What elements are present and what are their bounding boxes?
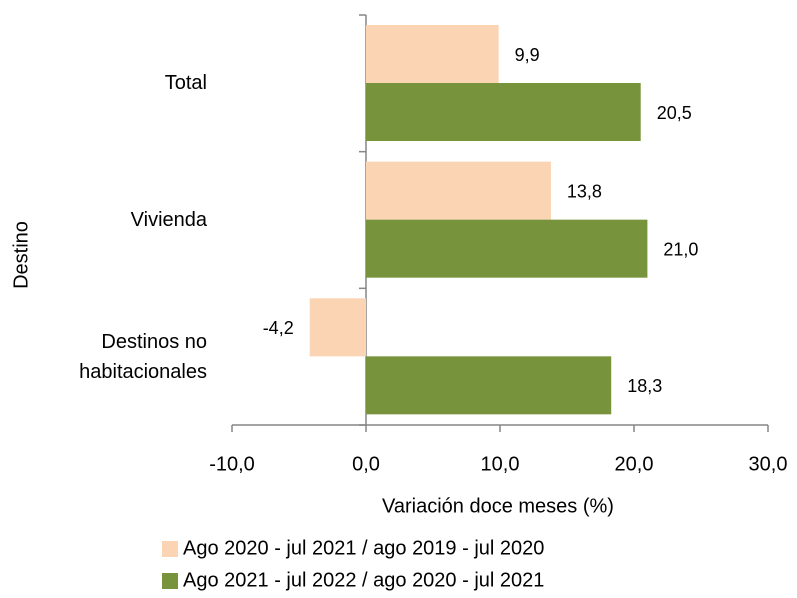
bar	[366, 25, 499, 83]
legend-swatch	[162, 541, 178, 557]
bar	[366, 161, 551, 220]
value-label: 18,3	[627, 376, 662, 396]
x-tick-label: -10,0	[209, 453, 255, 475]
y-tick-label: Destinos no habitacionales	[79, 330, 207, 383]
y-tick-label: Vivienda	[130, 208, 207, 231]
bar	[366, 356, 612, 415]
x-tick-label: 30,0	[749, 453, 788, 475]
value-label: 13,8	[567, 181, 602, 201]
bar	[366, 219, 648, 278]
legend-swatch	[162, 573, 178, 589]
x-tick-label: 0,0	[352, 453, 380, 475]
y-axis-title: Destino	[10, 221, 32, 289]
y-tick-label: Total	[164, 72, 207, 95]
value-label: 9,9	[515, 45, 540, 65]
legend-label: Ago 2020 - jul 2021 / ago 2019 - jul 202…	[183, 537, 544, 559]
x-axis-title: Variación doce meses (%)	[382, 495, 614, 517]
x-tick-label: 20,0	[615, 453, 654, 475]
bar	[309, 298, 366, 357]
x-tick-label: 10,0	[481, 453, 520, 475]
value-label: 20,5	[657, 103, 692, 123]
value-label: -4,2	[263, 318, 294, 338]
legend-label: Ago 2021 - jul 2022 / ago 2020 - jul 202…	[183, 569, 544, 591]
bar	[366, 83, 641, 141]
value-label: 21,0	[663, 239, 698, 259]
